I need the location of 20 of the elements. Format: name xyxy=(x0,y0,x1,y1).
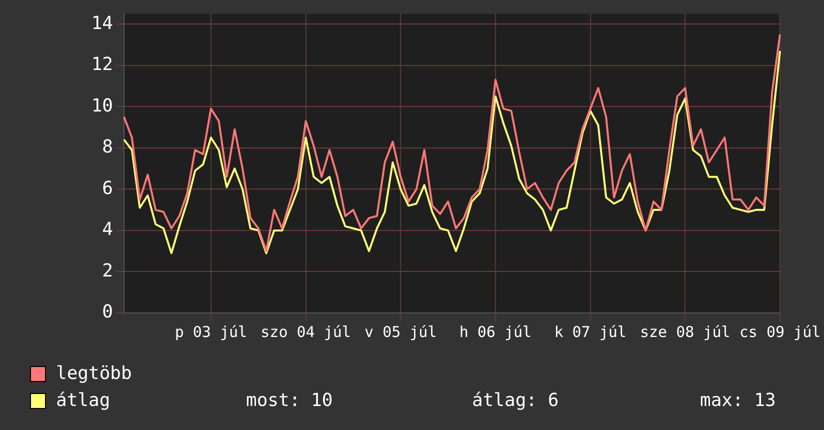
text: átlag: 6 xyxy=(472,389,559,413)
y-tick-label: 4 xyxy=(102,219,113,240)
y-tick-label: 12 xyxy=(91,54,113,76)
x-tick-label: v 05 júl xyxy=(364,322,437,341)
text: max: 13 xyxy=(700,389,776,413)
x-tick-label: h 06 júl xyxy=(459,322,532,341)
x-tick-label: k 07 júl xyxy=(554,322,626,341)
y-tick-label: 2 xyxy=(102,260,113,282)
y-tick-label: 10 xyxy=(91,95,113,116)
text: most: 10 xyxy=(246,389,333,413)
legend-label: átlag xyxy=(56,390,110,411)
legend-label: legtöbb xyxy=(56,363,132,384)
y-tick-label: 0 xyxy=(102,302,113,323)
y-tick-label: 14 xyxy=(91,12,113,34)
y-tick-label: 6 xyxy=(102,178,113,199)
x-tick-label: cs 09 júl xyxy=(739,322,821,341)
x-tick-label: szo 04 júl xyxy=(260,322,351,341)
y-tick-label: 8 xyxy=(102,136,113,158)
x-tick-label: p 03 júl xyxy=(174,322,248,341)
x-tick-label: sze 08 júl xyxy=(640,322,730,341)
